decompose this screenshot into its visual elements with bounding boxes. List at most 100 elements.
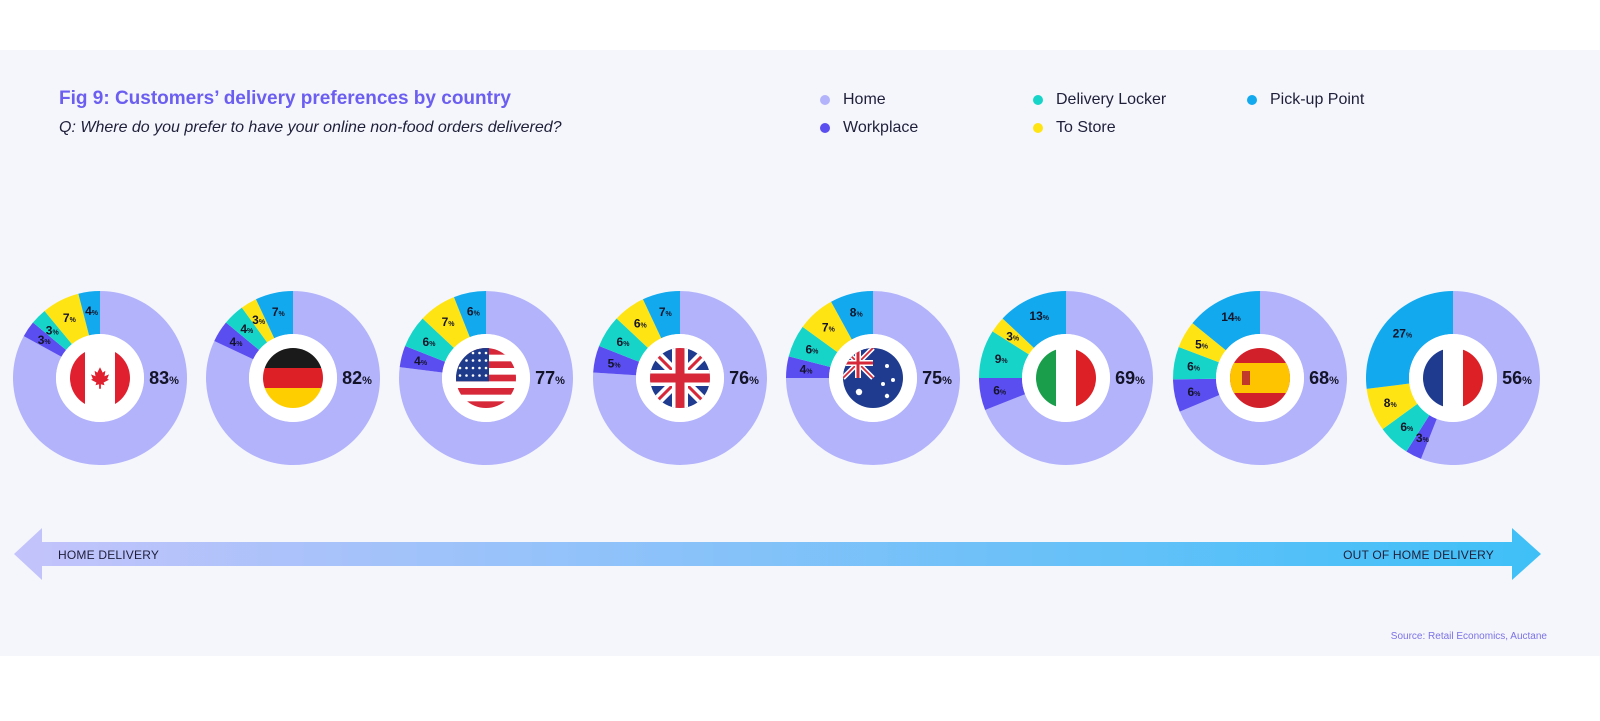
data-label-usa-workplace: 4%	[414, 354, 428, 368]
legend-swatch-workplace	[820, 123, 830, 133]
slice-australia-home	[786, 291, 960, 465]
slice-spain-home	[1179, 291, 1347, 465]
slice-australia-delivery-locker	[788, 326, 838, 368]
legend-item-workplace: Workplace	[820, 119, 918, 137]
slice-uk-home	[593, 291, 767, 465]
slice-italy-to-store	[992, 318, 1034, 355]
data-label-italy-to-store: 3%	[1006, 330, 1020, 344]
slice-canada-pick-up-point	[78, 291, 100, 336]
chart-subtitle: Q: Where do you prefer to have your onli…	[59, 119, 562, 136]
legend-swatch-to-store	[1033, 123, 1043, 133]
data-label-canada-delivery-locker: 3%	[46, 323, 60, 337]
delivery-arrow	[14, 528, 1541, 580]
legend-item-delivery-locker: Delivery Locker	[1033, 91, 1166, 109]
data-label-australia-home: 75%	[922, 368, 952, 388]
slice-uk-delivery-locker	[599, 318, 648, 362]
data-label-spain-delivery-locker: 6%	[1187, 359, 1201, 373]
data-label-spain-pick-up-point: 14%	[1221, 310, 1241, 324]
legend-swatch-pick-up-point	[1247, 95, 1257, 105]
slice-germany-delivery-locker	[225, 307, 268, 350]
data-label-spain-to-store: 5%	[1195, 337, 1209, 351]
slice-canada-to-store	[44, 293, 90, 345]
data-label-australia-delivery-locker: 6%	[805, 342, 819, 356]
donut-uk: 76% 5% 6%6% 7%	[593, 291, 767, 465]
data-label-france-workplace: 3%	[1416, 431, 1430, 445]
legend-swatch-delivery-locker	[1033, 95, 1043, 105]
slice-germany-to-store	[241, 299, 275, 343]
slice-spain-to-store	[1178, 323, 1226, 363]
donut-france: 56% 3%6%8% 27%	[1366, 291, 1540, 465]
data-label-canada-pick-up-point: 4%	[85, 304, 99, 318]
legend-label-home: Home	[843, 91, 886, 108]
canada-flag-icon	[70, 348, 130, 408]
slice-germany-pick-up-point	[255, 291, 293, 339]
data-label-usa-delivery-locker: 6%	[423, 335, 437, 349]
chart-panel: Fig 9: Customers’ delivery preferences b…	[0, 50, 1600, 656]
legend-label-pick-up-point: Pick-up Point	[1270, 91, 1365, 108]
slice-france-workplace	[1406, 415, 1437, 459]
slice-france-to-store	[1366, 383, 1418, 430]
data-label-france-to-store: 8%	[1384, 396, 1398, 410]
slice-usa-delivery-locker	[405, 318, 454, 362]
data-label-italy-home: 69%	[1115, 368, 1145, 388]
slice-australia-pick-up-point	[831, 291, 873, 340]
slice-uk-pick-up-point	[642, 291, 680, 339]
spain-flag-icon	[1230, 348, 1290, 408]
data-label-canada-workplace: 3%	[38, 333, 52, 347]
data-label-spain-workplace: 6%	[1187, 385, 1201, 399]
data-label-canada-home: 83%	[149, 368, 179, 388]
data-label-usa-pick-up-point: 6%	[467, 305, 481, 319]
slice-uk-workplace	[593, 345, 640, 376]
slice-france-home	[1420, 291, 1540, 465]
data-label-france-pick-up-point: 27%	[1393, 326, 1413, 340]
data-label-uk-home: 76%	[729, 368, 759, 388]
data-label-usa-home: 77%	[535, 368, 565, 388]
data-label-canada-to-store: 7%	[63, 311, 77, 325]
legend-swatch-home	[820, 95, 830, 105]
donut-germany: 82%4%4%3%7%	[206, 291, 381, 465]
slice-usa-home	[399, 291, 573, 466]
data-label-italy-workplace: 6%	[993, 384, 1007, 398]
data-label-uk-delivery-locker: 6%	[617, 335, 631, 349]
slice-spain-pick-up-point	[1192, 291, 1260, 351]
data-label-france-home: 56%	[1502, 368, 1532, 388]
germany-flag-icon	[263, 348, 323, 408]
legend-label-delivery-locker: Delivery Locker	[1056, 91, 1167, 108]
data-label-australia-workplace: 4%	[800, 363, 814, 377]
slice-australia-to-store	[802, 301, 852, 353]
data-label-germany-workplace: 4%	[230, 335, 244, 349]
slice-italy-workplace	[979, 378, 1026, 411]
data-label-italy-delivery-locker: 9%	[995, 352, 1009, 366]
slice-canada-workplace	[23, 322, 67, 357]
source-note: Source: Retail Economics, Auctane	[1390, 631, 1547, 642]
data-label-germany-delivery-locker: 4%	[240, 322, 254, 336]
legend-label-workplace: Workplace	[843, 119, 919, 136]
legend-item-pick-up-point: Pick-up Point	[1247, 91, 1364, 109]
slice-usa-to-store	[422, 297, 470, 348]
slice-usa-pick-up-point	[453, 291, 486, 338]
legend-item-home: Home	[820, 91, 886, 109]
chart-title: Fig 9: Customers’ delivery preferences b…	[59, 88, 511, 109]
legend-item-to-store: To Store	[1033, 119, 1116, 137]
arrow-label-out-of-home-delivery: OUT OF HOME DELIVERY	[1343, 548, 1494, 562]
slice-italy-pick-up-point	[1002, 291, 1066, 348]
data-label-australia-pick-up-point: 8%	[850, 306, 864, 320]
data-label-uk-pick-up-point: 7%	[659, 305, 673, 319]
slice-usa-workplace	[399, 345, 446, 373]
data-label-france-delivery-locker: 6%	[1400, 420, 1414, 434]
slice-germany-home	[206, 291, 381, 465]
data-label-uk-workplace: 5%	[608, 356, 622, 370]
data-label-germany-home: 82%	[342, 368, 372, 388]
donut-spain: 68% 6% 6% 5% 14%	[1173, 291, 1347, 465]
arrow-shape	[14, 528, 1541, 580]
slice-canada-home	[12, 291, 187, 465]
data-label-usa-to-store: 7%	[442, 315, 456, 329]
slice-spain-workplace	[1173, 378, 1220, 412]
uk-flag-icon	[650, 348, 710, 408]
data-label-australia-to-store: 7%	[822, 320, 836, 334]
australia-flag-icon	[843, 348, 903, 408]
arrow-label-home-delivery: HOME DELIVERY	[58, 548, 160, 562]
slice-spain-delivery-locker	[1173, 346, 1219, 380]
data-label-italy-pick-up-point: 13%	[1029, 309, 1049, 323]
slice-italy-home	[985, 291, 1153, 465]
